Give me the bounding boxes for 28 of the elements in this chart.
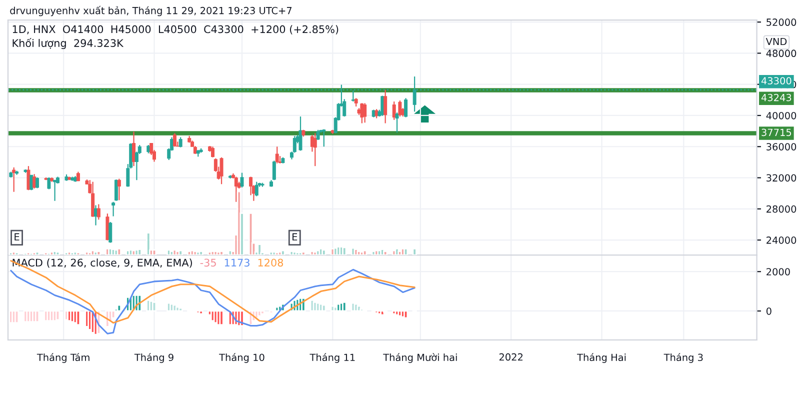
x-tick-label: Tháng 11: [310, 353, 355, 363]
y-tick-label: 40000: [766, 112, 796, 120]
x-tick-label: Tháng Hai: [577, 353, 626, 363]
chart-subtitle: 1D, HNX O41400 H45000 L40500 C43300 +1200 (+2.85%): [12, 25, 338, 34]
x-tick-label: 2022: [499, 353, 522, 361]
y-tick-label: 0: [766, 307, 772, 315]
chart-title: Khối lượng 294.323K: [12, 38, 124, 50]
y-tick-label: 52000: [766, 18, 796, 26]
y-axis-title: VND: [766, 38, 787, 46]
ref-line-label: 37715: [762, 128, 792, 136]
annotation: 1208: [258, 258, 284, 267]
x-tick-label: Tháng Mười hai: [383, 353, 457, 363]
y-tick-label: 48000: [766, 50, 796, 58]
x-tick-label: Tháng 10: [219, 353, 264, 363]
ref-line-label: 43243: [761, 94, 792, 102]
annotation: E: [14, 233, 20, 240]
x-tick-label: Tháng 3: [664, 353, 703, 363]
x-tick-label: Tháng 9: [134, 353, 174, 363]
chart-title: drvunguyenhv xuất bản, Tháng 11 29, 2021 19:23 UTC+7: [10, 6, 292, 16]
y-tick-label: 32000: [766, 174, 796, 182]
y-tick-label: 36000: [766, 143, 796, 150]
annotation: E: [292, 233, 298, 240]
annotation: 1173: [224, 258, 250, 267]
y-tick-label: 28000: [766, 205, 796, 213]
y-tick-label: 24000: [766, 236, 796, 244]
x-tick-label: Tháng Tám: [36, 353, 90, 363]
annotation: -35: [200, 258, 216, 267]
y-tick-label: 2000: [766, 268, 790, 276]
